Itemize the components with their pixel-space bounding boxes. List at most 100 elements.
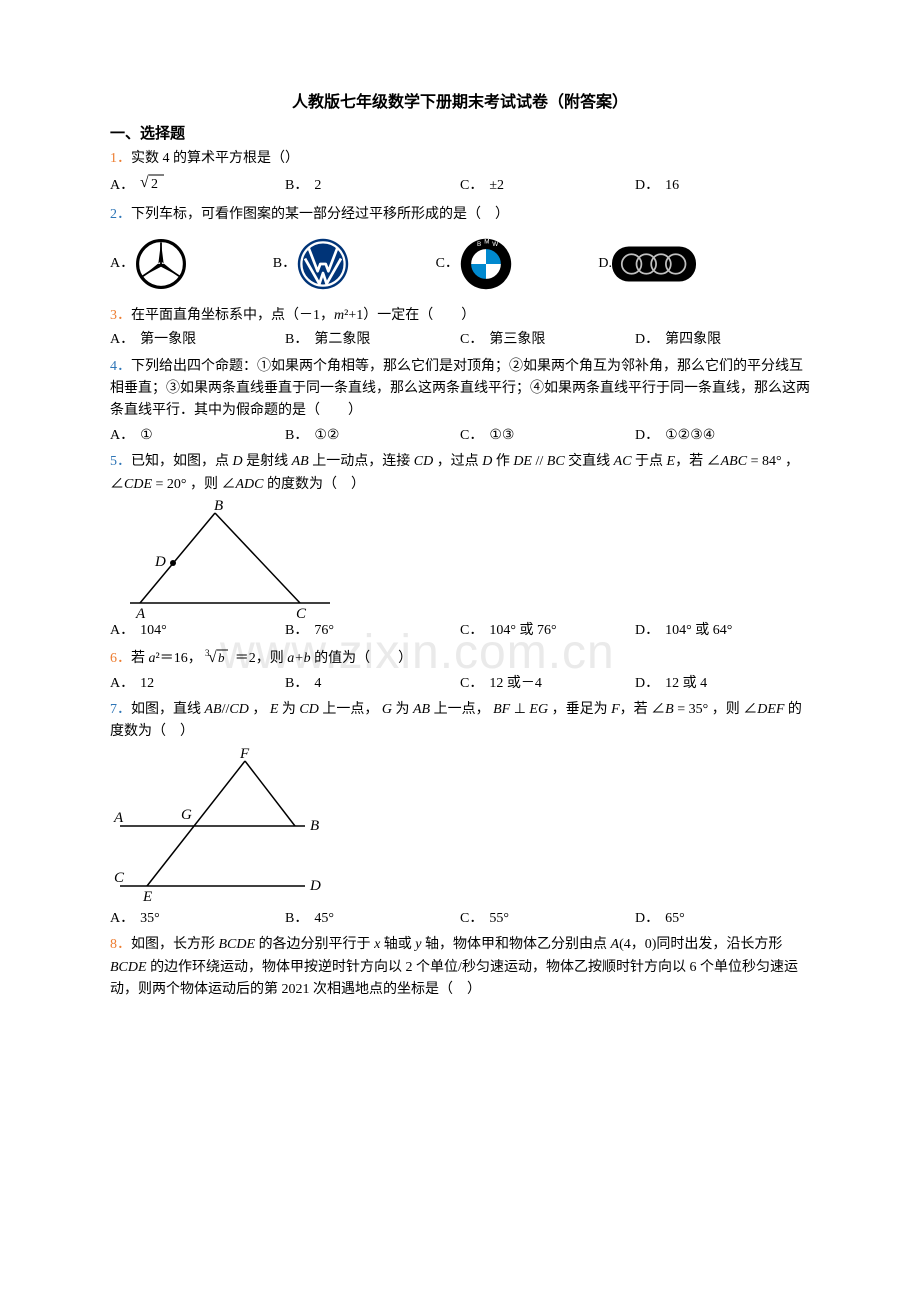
q6-t3: 的值为（ ） [311, 651, 413, 666]
q6-a: a [149, 651, 156, 666]
q8-t3: 轴，物体甲和物体乙分别由点 [422, 937, 611, 952]
opt-1A: A． [110, 175, 134, 197]
question-8: 8．如图，长方形 BCDE 的各边分别平行于 x 轴或 y 轴，物体甲和物体乙分… [110, 934, 810, 1001]
qnum-1: 1． [110, 151, 131, 166]
q5-AB: AB [292, 454, 309, 469]
q8-t2: 轴或 [380, 937, 415, 952]
opt-7D-l: D． [635, 908, 659, 930]
q8-t1: 的各边分别平行于 [255, 937, 374, 952]
opt-4C-l: C． [460, 425, 483, 447]
opt-4A: ① [140, 425, 153, 447]
q7-t1: ， [249, 702, 270, 717]
opt-1C: C． [460, 175, 483, 197]
opt-5C-l: C． [460, 620, 483, 642]
q6-t2: ＝2，则 [235, 651, 288, 666]
opt-7A: 35° [140, 908, 160, 930]
opt-3A-l: A． [110, 329, 134, 351]
qnum-3: 3． [110, 308, 131, 323]
q7-B: B [665, 702, 674, 717]
opt-4D-l: D． [635, 425, 659, 447]
opt-2D-label: D. [598, 253, 612, 275]
options-3: A．第一象限 B．第二象限 C．第三象限 D．第四象限 [110, 329, 810, 351]
opt-1C-val: ±2 [489, 175, 504, 197]
opt-4A-l: A． [110, 425, 134, 447]
opt-3B: 第二象限 [314, 329, 370, 351]
q5-DE: DE [513, 454, 532, 469]
q7-AB: AB [205, 702, 222, 717]
opt-7A-l: A． [110, 908, 134, 930]
q7-CD2: CD [299, 702, 318, 717]
opt-3D: 第四象限 [665, 329, 721, 351]
opt-4B: ①② [314, 425, 339, 447]
question-2: 2．下列车标，可看作图案的某一部分经过平移所形成的是（ ） [110, 204, 810, 226]
mercedes-icon [134, 237, 188, 291]
section-heading: 一、选择题 [110, 122, 810, 146]
options-6: A．12 B．4 C．12 或－4 D．12 或 4 [110, 673, 810, 695]
svg-text:D: D [154, 554, 166, 570]
q5-t7: ，若 ∠ [675, 454, 721, 469]
q8-BCDE2: BCDE [110, 960, 147, 975]
q5-t8: 的度数为（ ） [264, 477, 366, 492]
opt-6D-l: D． [635, 673, 659, 695]
q5-t6: 于点 [632, 454, 667, 469]
opt-5B: 76° [314, 620, 334, 642]
q8-pre: 如图，长方形 [131, 937, 219, 952]
qtext-3a: 在平面直角坐标系中，点（－1， [131, 308, 334, 323]
q5-eq2: = 20° ，则 ∠ [152, 477, 236, 492]
q5-D2: D [482, 454, 492, 469]
opt-6B-l: B． [285, 673, 308, 695]
page-title: 人教版七年级数学下册期末考试试卷（附答案） [110, 90, 810, 116]
opt-5B-l: B． [285, 620, 308, 642]
q5-t2: 上一动点，连接 [309, 454, 414, 469]
opt-5C: 104° 或 76° [489, 620, 556, 642]
opt-4D: ①②③④ [665, 425, 715, 447]
q7-DEF: DEF [757, 702, 784, 717]
svg-text:√: √ [208, 649, 217, 666]
bmw-icon: B M W [459, 237, 513, 291]
q5-par: // [532, 454, 547, 469]
question-5: 5．已知，如图，点 D 是射线 AB 上一动点，连接 CD ，过点 D 作 DE… [110, 451, 810, 496]
svg-text:M: M [484, 238, 489, 245]
opt-1D: D． [635, 175, 659, 197]
svg-text:2: 2 [151, 177, 158, 192]
q7-t3: 上一点， [319, 702, 382, 717]
figure-q5: B D A C [110, 498, 340, 618]
q7-EG: EG [529, 702, 548, 717]
opt-2A: A． [110, 237, 273, 291]
opt-5A-l: A． [110, 620, 134, 642]
q5-D: D [233, 454, 243, 469]
opt-7D: 65° [665, 908, 685, 930]
vw-icon [296, 237, 350, 291]
question-6: 6．若 a²＝16， 3√b ＝2，则 a+b 的值为（ ） [110, 646, 810, 670]
question-3: 3．在平面直角坐标系中，点（－1，m²+1）一定在（ ） [110, 305, 810, 327]
q7-F: F [611, 702, 620, 717]
svg-text:G: G [181, 807, 192, 823]
opt-2D: D. [598, 244, 810, 284]
qtext-4: 下列给出四个命题：①如果两个角相等，那么它们是对顶角；②如果两个角互为邻补角，那… [110, 359, 810, 419]
qtext-3b: ²+1）一定在（ ） [344, 308, 475, 323]
options-1: A． √2 B．2 C．±2 D．16 [110, 172, 810, 200]
options-5: A．104° B．76° C．104° 或 76° D．104° 或 64° [110, 620, 810, 642]
opt-3D-l: D． [635, 329, 659, 351]
opt-7C-l: C． [460, 908, 483, 930]
q7-AB2: AB [413, 702, 430, 717]
q7-pre: 如图，直线 [131, 702, 205, 717]
q5-CDE: CDE [124, 477, 152, 492]
svg-text:W: W [492, 241, 498, 248]
svg-text:B: B [477, 241, 481, 248]
opt-4B-l: B． [285, 425, 308, 447]
opt-7B-l: B． [285, 908, 308, 930]
opt-6D: 12 或 4 [665, 673, 707, 695]
q6-pre: 若 [131, 651, 149, 666]
qnum-6: 6． [110, 651, 131, 666]
opt-2B-label: B． [273, 253, 296, 275]
opt-3C-l: C． [460, 329, 483, 351]
svg-text:B: B [310, 818, 319, 834]
q5-CD: CD [414, 454, 433, 469]
q3-m: m [334, 308, 344, 323]
question-1: 1．实数 4 的算术平方根是（） [110, 148, 810, 170]
opt-3C: 第三象限 [489, 329, 545, 351]
svg-text:b: b [218, 650, 225, 665]
svg-text:E: E [142, 889, 152, 905]
q6-cbrt: 3√b [205, 651, 235, 666]
